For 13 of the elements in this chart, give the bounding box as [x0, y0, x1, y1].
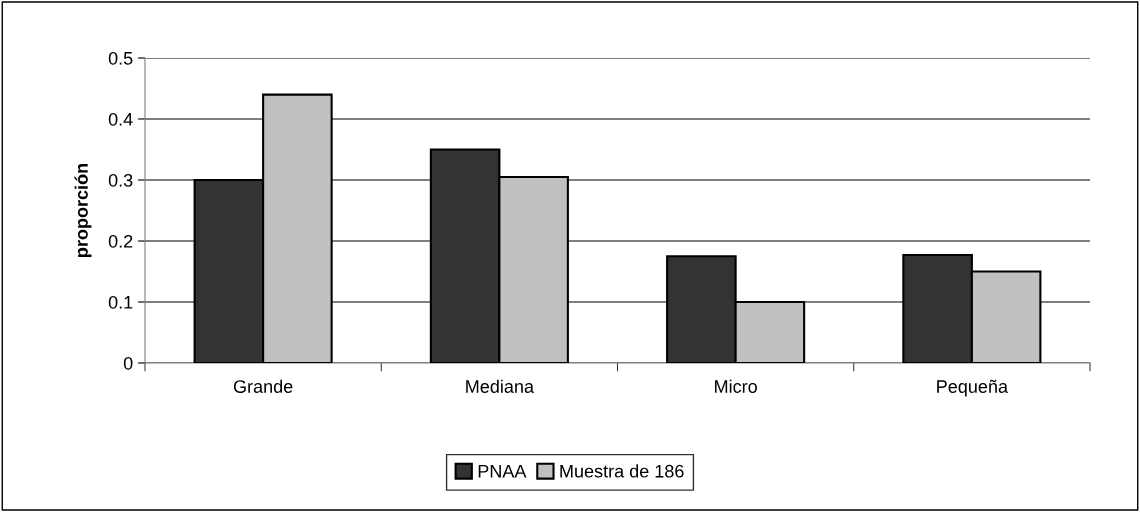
x-tick-label: Grande: [233, 379, 293, 393]
y-axis-title: proporción: [74, 163, 92, 257]
legend-label: Muestra de 186: [560, 464, 684, 478]
x-tick-label: Mediana: [466, 379, 535, 393]
y-tick-label: 0.3: [108, 173, 133, 187]
y-tick-label: 0.4: [108, 112, 133, 126]
y-tick-label: 0: [123, 356, 133, 370]
y-tick-label: 0.5: [108, 51, 133, 65]
x-tick-label: Micro: [715, 379, 757, 393]
y-tick-label: 0.1: [108, 295, 133, 309]
y-tick-label: 0.2: [108, 234, 133, 248]
legend-label: PNAA: [478, 464, 527, 478]
x-tick-label: Pequeña: [937, 379, 1009, 397]
